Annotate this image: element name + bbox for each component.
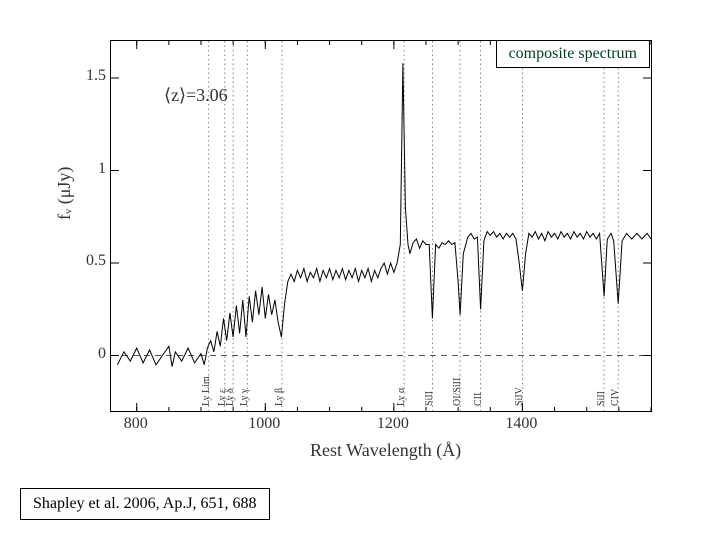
- spectral-line-label: Ly Lim: [201, 376, 212, 406]
- legend-box: composite spectrum: [496, 40, 650, 68]
- x-tick: 1000: [244, 415, 284, 433]
- x-tick: 800: [116, 415, 156, 433]
- spectral-line-label: Ly δ: [225, 388, 236, 406]
- y-tick: 0.5: [72, 252, 106, 270]
- x-axis-label: Rest Wavelength (Å): [310, 440, 461, 461]
- citation-box: Shapley et al. 2006, Ap.J, 651, 688: [20, 488, 270, 520]
- spectral-line-label: Ly β: [274, 388, 285, 406]
- spectral-line-label: SiII: [424, 391, 435, 406]
- spectral-line-label: SiIV: [514, 387, 525, 406]
- x-tick: 1200: [373, 415, 413, 433]
- y-tick: 0: [72, 345, 106, 363]
- citation-text: Shapley et al. 2006, Ap.J, 651, 688: [33, 495, 257, 512]
- x-tick: 1400: [501, 415, 541, 433]
- z-annotation: ⟨z⟩=3.06: [164, 85, 228, 106]
- spectral-line-label: Ly γ: [239, 389, 250, 406]
- spectral-line-label: CII: [473, 393, 484, 406]
- spectral-line-label: SiII: [596, 391, 607, 406]
- y-tick: 1.5: [72, 67, 106, 85]
- y-tick: 1: [72, 160, 106, 178]
- spectral-line-label: Ly α: [396, 388, 407, 406]
- spectral-line-label: CIV: [610, 389, 621, 406]
- spectral-line-label: OI/SiII: [452, 378, 463, 406]
- spectrum-chart: ⟨z⟩=3.06 fᵥ (μJy) Rest Wavelength (Å) 00…: [50, 20, 670, 470]
- legend-text: composite spectrum: [509, 45, 637, 62]
